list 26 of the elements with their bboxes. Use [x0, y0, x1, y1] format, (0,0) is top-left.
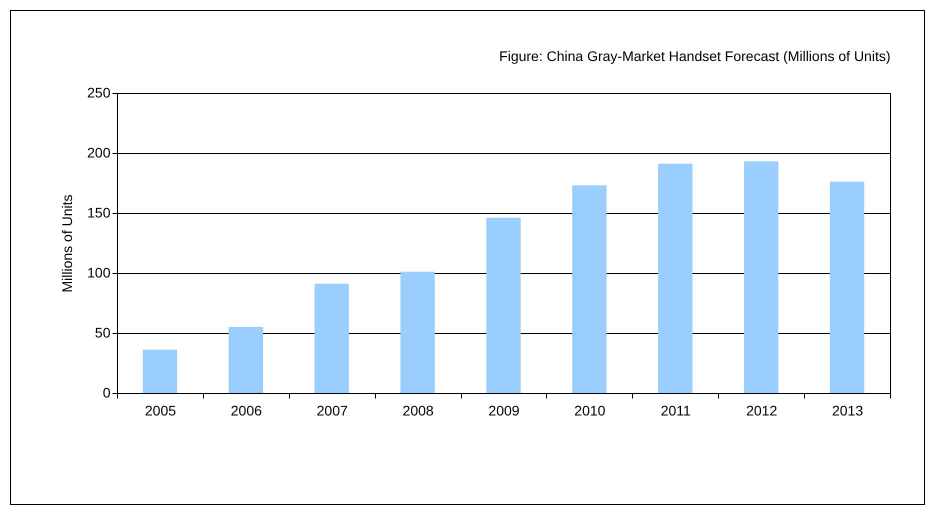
bar [744, 161, 778, 393]
bar [228, 327, 264, 393]
x-tick-label: 2013 [832, 402, 864, 418]
x-tick-label: 2011 [660, 402, 692, 418]
y-tick-label: 150 [87, 204, 111, 220]
y-tick-label: 250 [87, 84, 111, 100]
x-tick-label: 2009 [488, 402, 520, 418]
x-tick-label: 2005 [144, 402, 176, 418]
x-tick-label: 2010 [574, 402, 606, 418]
bar [314, 284, 349, 393]
bar [142, 350, 178, 393]
y-axis-title: Millions of Units [59, 194, 76, 293]
bar [830, 182, 864, 393]
x-tick-label: 2008 [402, 402, 434, 418]
bar [658, 164, 692, 393]
bar [400, 272, 435, 393]
chart-title: Figure: China Gray-Market Handset Forecast (Millions of Units) [499, 48, 890, 64]
y-tick-label: 100 [87, 264, 111, 280]
x-tick-label: 2012 [746, 402, 778, 418]
x-tick-label: 2007 [316, 402, 348, 418]
bar [486, 218, 521, 393]
y-tick-label: 0 [102, 384, 111, 400]
y-tick-label: 200 [87, 144, 111, 160]
x-tick-label: 2006 [230, 402, 262, 418]
y-tick-label: 50 [94, 324, 111, 340]
bar [572, 185, 607, 393]
